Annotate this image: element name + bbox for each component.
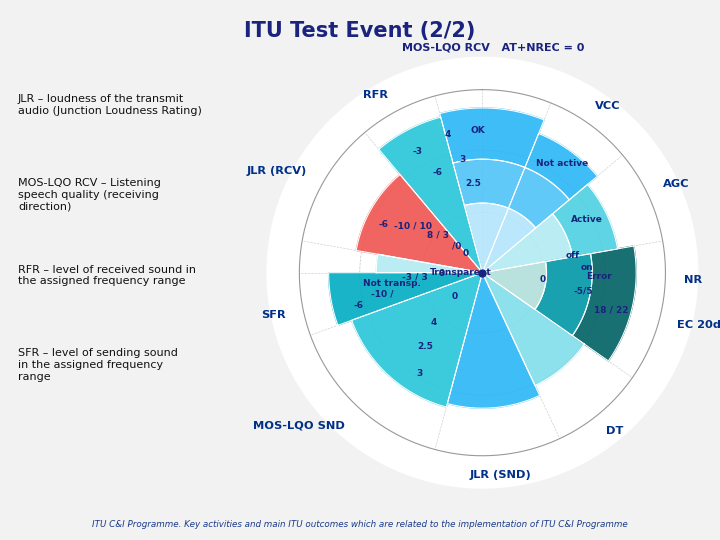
Text: EC 20dB: EC 20dB	[677, 320, 720, 330]
Polygon shape	[572, 246, 636, 361]
Polygon shape	[356, 174, 482, 273]
Polygon shape	[328, 273, 482, 325]
Text: 0: 0	[439, 269, 445, 278]
Text: SFR: SFR	[261, 309, 285, 320]
Text: 4: 4	[431, 318, 437, 327]
Text: RFR – level of received sound in
the assigned frequency range: RFR – level of received sound in the ass…	[18, 265, 196, 286]
Text: 2.5: 2.5	[465, 179, 481, 188]
Text: 3: 3	[459, 154, 466, 164]
Text: OK: OK	[470, 125, 485, 134]
Text: -6: -6	[354, 301, 364, 310]
Text: MOS-LQO RCV   AT+NREC = 0: MOS-LQO RCV AT+NREC = 0	[402, 43, 585, 52]
Text: ITU Test Event (2/2): ITU Test Event (2/2)	[244, 21, 476, 40]
Text: 18 / 22: 18 / 22	[593, 305, 628, 314]
Polygon shape	[482, 273, 585, 386]
Text: NR: NR	[683, 275, 702, 285]
Polygon shape	[482, 261, 546, 309]
Text: -6: -6	[433, 168, 443, 177]
Polygon shape	[482, 214, 572, 273]
Text: -5/5: -5/5	[574, 286, 593, 295]
Text: Error: Error	[587, 272, 612, 281]
Text: /0: /0	[452, 242, 462, 251]
Text: -6: -6	[379, 220, 389, 229]
Polygon shape	[464, 203, 508, 273]
Polygon shape	[440, 108, 544, 167]
Text: off: off	[565, 251, 580, 260]
Polygon shape	[377, 254, 482, 273]
Polygon shape	[482, 208, 536, 273]
Text: 4: 4	[445, 130, 451, 139]
Polygon shape	[552, 185, 618, 257]
Text: -10 /: -10 /	[371, 289, 393, 299]
Text: VCC: VCC	[595, 101, 621, 111]
Polygon shape	[535, 254, 593, 336]
Text: RFR: RFR	[363, 90, 388, 100]
Text: 2.5: 2.5	[417, 342, 433, 351]
Polygon shape	[508, 167, 570, 228]
Text: -3 / 3: -3 / 3	[402, 273, 428, 282]
Text: JLR (RCV): JLR (RCV)	[246, 166, 307, 176]
Text: 3: 3	[416, 369, 423, 378]
Polygon shape	[447, 273, 540, 408]
Text: ITU C&I Programme. Key activities and main ITU outcomes which are related to the: ITU C&I Programme. Key activities and ma…	[92, 520, 628, 529]
Text: DT: DT	[606, 427, 624, 436]
Text: MOS-LQO SND: MOS-LQO SND	[253, 420, 345, 430]
Text: -3: -3	[413, 147, 423, 156]
Text: JLR – loudness of the transmit
audio (Junction Loudness Rating): JLR – loudness of the transmit audio (Ju…	[18, 94, 202, 116]
Text: JLR (SND): JLR (SND)	[469, 470, 531, 480]
Text: Not active: Not active	[536, 159, 588, 167]
Text: -10 / 10: -10 / 10	[394, 221, 431, 230]
Text: Not transp.: Not transp.	[363, 279, 420, 288]
Text: 0: 0	[463, 248, 469, 258]
Polygon shape	[379, 117, 482, 273]
Text: Transparent: Transparent	[430, 268, 491, 277]
Text: MOS-LQO RCV – Listening
speech quality (receiving
direction): MOS-LQO RCV – Listening speech quality (…	[18, 178, 161, 211]
Text: Active: Active	[571, 215, 603, 224]
Text: SFR – level of sending sound
in the assigned frequency
range: SFR – level of sending sound in the assi…	[18, 348, 178, 381]
Polygon shape	[351, 273, 482, 407]
Text: 8 / 3: 8 / 3	[426, 231, 449, 240]
Text: 0: 0	[539, 274, 546, 284]
Text: AGC: AGC	[663, 179, 690, 190]
Polygon shape	[453, 159, 525, 208]
Polygon shape	[525, 133, 598, 200]
Text: 0: 0	[451, 292, 457, 301]
Text: on: on	[580, 263, 593, 272]
